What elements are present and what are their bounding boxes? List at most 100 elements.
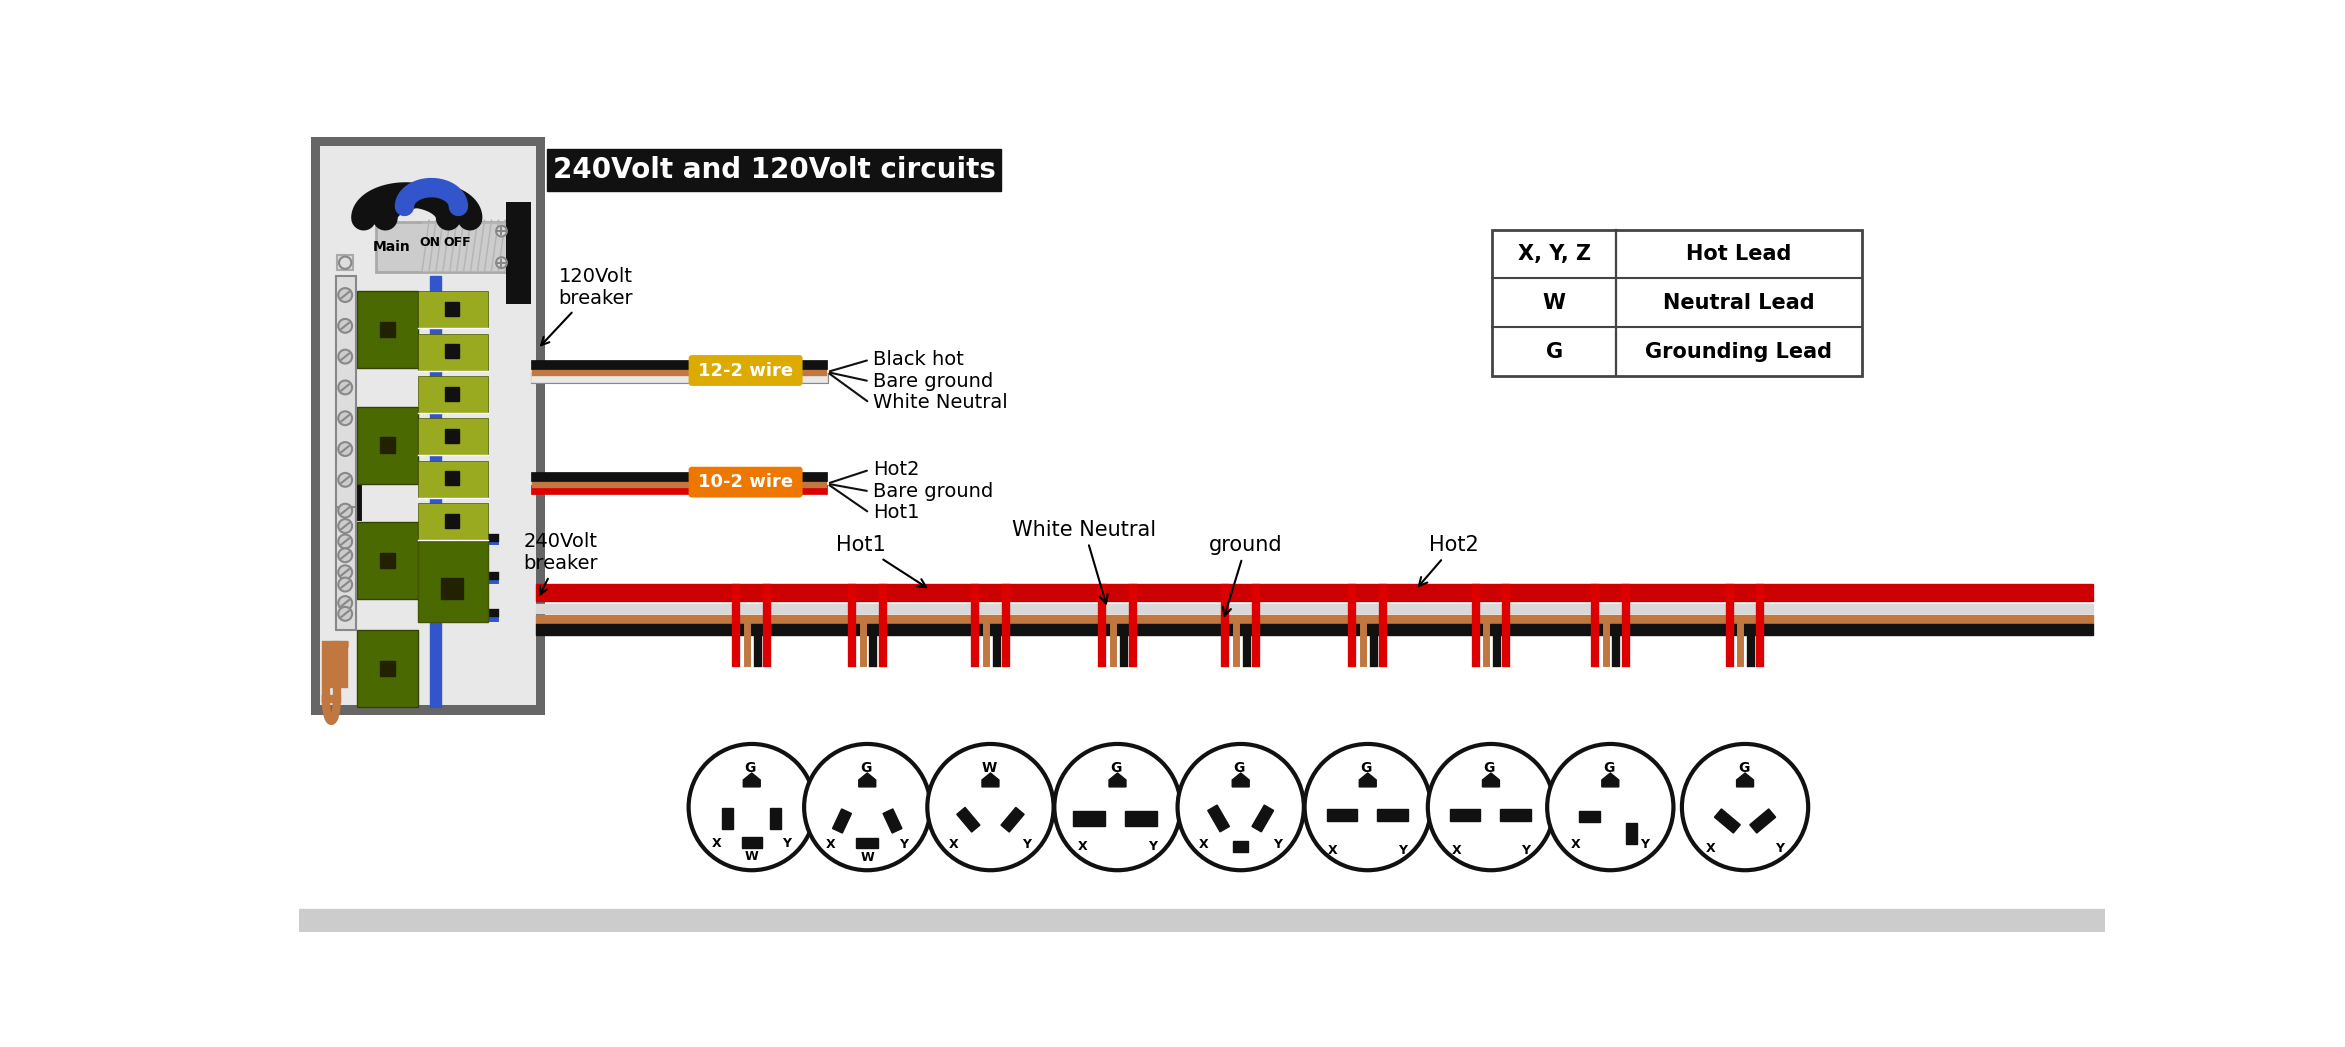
- Bar: [1377, 808, 1407, 821]
- Bar: [417, 334, 488, 371]
- Bar: [446, 471, 460, 485]
- Text: 120Volt
breaker: 120Volt breaker: [542, 267, 633, 346]
- Bar: [1578, 811, 1599, 822]
- Text: X: X: [1198, 839, 1210, 851]
- FancyBboxPatch shape: [689, 355, 802, 386]
- Polygon shape: [743, 773, 760, 787]
- Circle shape: [338, 473, 352, 487]
- Bar: [335, 507, 356, 630]
- Text: Y: Y: [1775, 842, 1785, 854]
- Bar: [722, 807, 734, 829]
- Bar: [380, 553, 396, 569]
- Circle shape: [340, 257, 352, 269]
- Text: G: G: [1604, 761, 1613, 775]
- Bar: [300, 909, 2103, 932]
- Circle shape: [338, 350, 352, 363]
- Bar: [537, 604, 2094, 614]
- Circle shape: [689, 744, 816, 870]
- Bar: [417, 461, 488, 497]
- Text: OFF: OFF: [443, 236, 471, 249]
- Text: X: X: [825, 839, 835, 851]
- Text: 240Volt
breaker: 240Volt breaker: [523, 533, 598, 595]
- Polygon shape: [1602, 773, 1618, 787]
- Text: Grounding Lead: Grounding Lead: [1646, 341, 1831, 361]
- Circle shape: [338, 596, 352, 610]
- Bar: [1327, 808, 1358, 821]
- Text: W: W: [861, 851, 875, 864]
- Text: ON: ON: [420, 236, 441, 249]
- Bar: [772, 807, 781, 829]
- Polygon shape: [1360, 773, 1377, 787]
- Text: X, Y, Z: X, Y, Z: [1517, 244, 1590, 264]
- Polygon shape: [1482, 773, 1498, 787]
- Circle shape: [1304, 744, 1430, 870]
- Text: X: X: [950, 839, 959, 851]
- FancyBboxPatch shape: [689, 467, 802, 497]
- Bar: [446, 302, 460, 316]
- Text: W: W: [746, 850, 760, 863]
- Text: X: X: [1705, 842, 1714, 854]
- Bar: [1208, 805, 1229, 831]
- Circle shape: [338, 288, 352, 302]
- Text: ground: ground: [1210, 535, 1283, 616]
- Text: Hot1: Hot1: [872, 504, 919, 522]
- Bar: [446, 386, 460, 401]
- Text: X: X: [1452, 844, 1461, 856]
- Bar: [1501, 808, 1531, 821]
- Text: X: X: [1571, 839, 1581, 851]
- Polygon shape: [1109, 773, 1126, 787]
- Bar: [356, 291, 417, 369]
- Bar: [1074, 810, 1104, 826]
- Bar: [417, 503, 488, 540]
- Circle shape: [338, 504, 352, 517]
- Bar: [1749, 809, 1775, 833]
- Text: G: G: [1233, 761, 1245, 775]
- Bar: [1252, 805, 1273, 831]
- Text: Bare ground: Bare ground: [872, 482, 994, 500]
- Text: 240Volt and 120Volt circuits: 240Volt and 120Volt circuits: [553, 156, 997, 184]
- Bar: [422, 222, 511, 272]
- Circle shape: [338, 319, 352, 333]
- Bar: [417, 376, 488, 413]
- Bar: [417, 291, 488, 328]
- Bar: [338, 255, 352, 270]
- Circle shape: [497, 226, 507, 237]
- Text: Y: Y: [1642, 839, 1649, 851]
- Text: X: X: [1327, 844, 1339, 856]
- Bar: [957, 807, 980, 832]
- Polygon shape: [1738, 773, 1754, 787]
- Text: G: G: [1109, 761, 1121, 775]
- Circle shape: [338, 411, 352, 425]
- Bar: [537, 584, 2094, 601]
- Bar: [446, 514, 460, 528]
- Text: Y: Y: [1147, 840, 1156, 852]
- Bar: [417, 541, 488, 622]
- Text: White Neutral: White Neutral: [872, 394, 1008, 413]
- Text: Black hot: Black hot: [872, 350, 964, 370]
- Circle shape: [338, 519, 352, 533]
- Text: G: G: [1545, 341, 1562, 361]
- Text: X: X: [1079, 840, 1088, 852]
- Polygon shape: [1231, 773, 1250, 787]
- Bar: [446, 344, 460, 358]
- Bar: [884, 809, 903, 833]
- Bar: [429, 275, 441, 707]
- Circle shape: [338, 549, 352, 562]
- Text: W: W: [1543, 293, 1566, 313]
- Circle shape: [338, 380, 352, 395]
- Bar: [1001, 807, 1025, 832]
- Text: Y: Y: [900, 839, 908, 851]
- Bar: [1714, 809, 1740, 833]
- Bar: [310, 137, 546, 715]
- Polygon shape: [983, 773, 999, 787]
- Bar: [356, 522, 417, 599]
- Text: Y: Y: [1522, 844, 1531, 856]
- Bar: [856, 838, 877, 848]
- Bar: [356, 630, 417, 707]
- Bar: [546, 149, 1001, 192]
- Circle shape: [338, 535, 352, 549]
- Bar: [417, 418, 488, 455]
- Text: Hot1: Hot1: [837, 535, 926, 587]
- Bar: [1625, 823, 1637, 844]
- Bar: [537, 615, 2094, 624]
